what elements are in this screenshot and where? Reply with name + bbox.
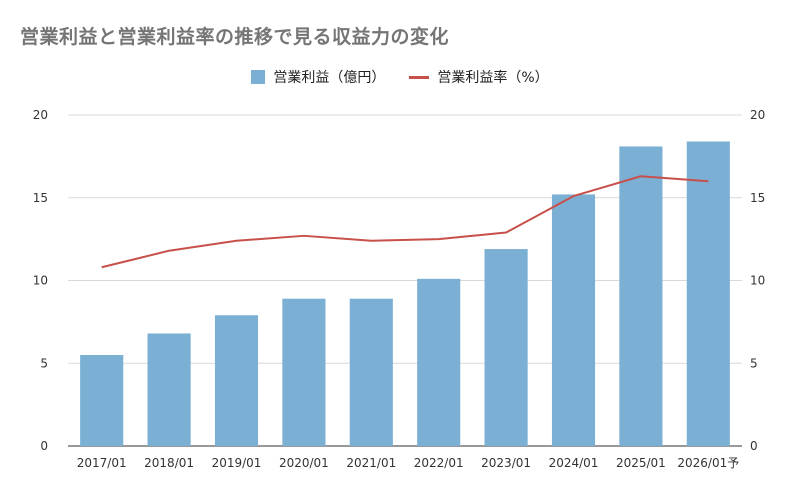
y-tick-label-left: 20: [33, 108, 48, 122]
bar[interactable]: [80, 354, 124, 446]
line-point[interactable]: [638, 174, 643, 179]
bar[interactable]: [551, 194, 596, 446]
legend-label-line: 営業利益率（%）: [437, 70, 549, 86]
bar[interactable]: [619, 146, 663, 446]
legend-item-bar[interactable]: 営業利益（億円）: [251, 67, 385, 87]
y-tick-label-right: 15: [750, 191, 765, 205]
bar[interactable]: [484, 249, 528, 446]
y-tick-label-right: 10: [750, 274, 765, 288]
y-tick-label-right: 20: [750, 108, 765, 122]
x-tick-label: 2017/01: [77, 456, 127, 470]
line-point[interactable]: [301, 233, 306, 238]
line-point[interactable]: [504, 230, 509, 235]
line-point[interactable]: [571, 194, 576, 199]
line-point[interactable]: [436, 237, 441, 242]
legend-item-line[interactable]: 営業利益率（%）: [409, 67, 549, 87]
line-point[interactable]: [234, 238, 239, 243]
line-point[interactable]: [99, 265, 104, 270]
x-tick-label: 2023/01: [481, 456, 531, 470]
x-tick-label: 2018/01: [144, 456, 194, 470]
line-series: [101, 175, 709, 269]
x-tick-label: 2025/01: [616, 456, 666, 470]
y-tick-label-right: 0: [750, 439, 758, 453]
x-tick-label: 2020/01: [279, 456, 329, 470]
legend-swatch-line: [409, 75, 430, 79]
y-tick-label-left: 0: [40, 439, 48, 453]
x-tick-label: 2026/01予: [677, 456, 739, 470]
legend-swatch-bar: [251, 70, 266, 84]
bar[interactable]: [417, 278, 461, 446]
chart-title: 営業利益と営業利益率の推移で見る収益力の変化: [20, 26, 450, 48]
y-tick-label-left: 10: [33, 274, 48, 288]
line-point[interactable]: [369, 238, 374, 243]
bar[interactable]: [282, 298, 326, 446]
bar[interactable]: [214, 315, 259, 446]
bar[interactable]: [147, 333, 191, 446]
x-tick-label: 2024/01: [549, 456, 599, 470]
x-tick-label: 2022/01: [414, 456, 464, 470]
bar[interactable]: [686, 141, 730, 447]
legend: 営業利益（億円） 営業利益率（%）: [0, 67, 800, 87]
line-point[interactable]: [706, 179, 711, 184]
x-tick-label: 2021/01: [346, 456, 396, 470]
y-tick-label-left: 15: [33, 191, 48, 205]
x-tick-label: 2019/01: [212, 456, 262, 470]
y-tick-label-right: 5: [750, 356, 758, 370]
bar[interactable]: [349, 298, 393, 446]
line-point[interactable]: [167, 248, 172, 253]
legend-label-bar: 営業利益（億円）: [273, 70, 386, 86]
y-tick-label-left: 5: [40, 356, 48, 370]
